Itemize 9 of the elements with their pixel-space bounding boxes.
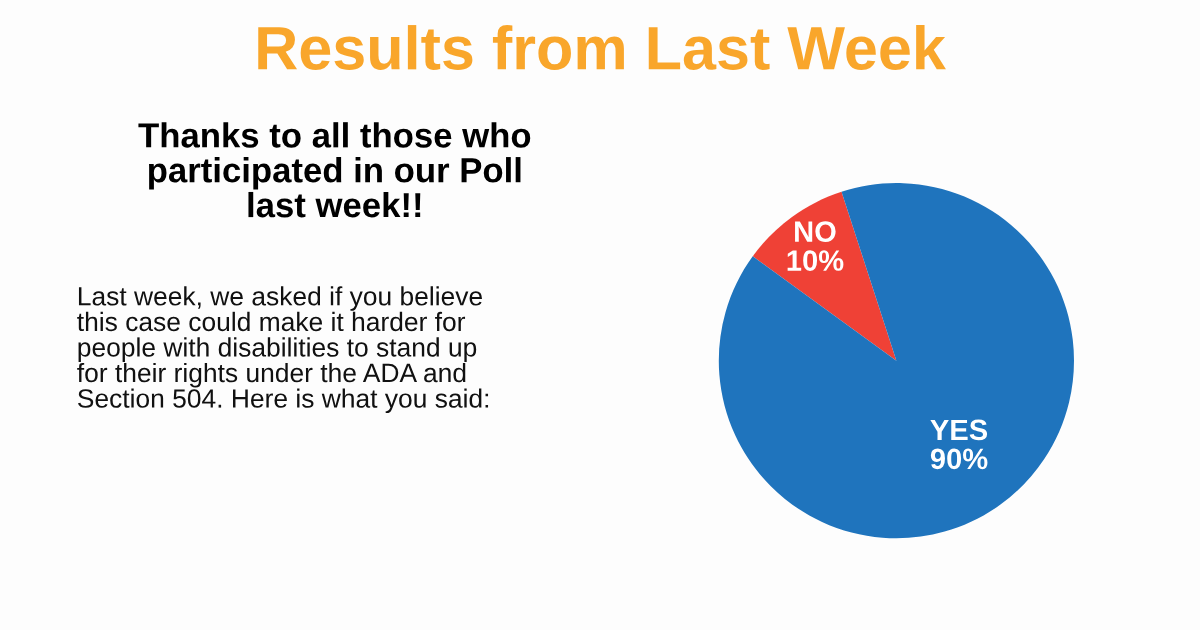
slice-label: NO bbox=[795, 221, 836, 242]
slice-label: YES bbox=[930, 419, 988, 441]
text: Thanks to all those who participated in our Poll last week!! bbox=[138, 122, 531, 218]
pie-slice bbox=[752, 191, 897, 361]
chart-title: Results from Last Week bbox=[258, 25, 946, 70]
data-label: 90% bbox=[930, 448, 988, 470]
data-label: 10% bbox=[787, 250, 844, 271]
text: Last week, we asked if you believe this case could make it harder for people with disabilities to stand up for their rights under the ADA and Section 504. Here is what you said: bbox=[77, 286, 489, 414]
pie-slice bbox=[718, 183, 1074, 539]
